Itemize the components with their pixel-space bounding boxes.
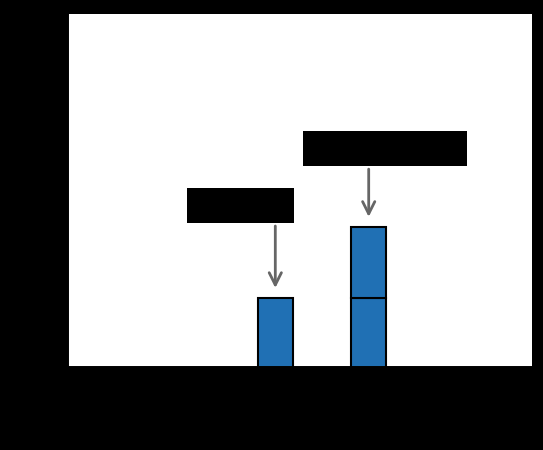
Bar — [351, 227, 386, 298]
FancyBboxPatch shape — [304, 131, 467, 166]
FancyBboxPatch shape — [187, 188, 294, 223]
Bar — [351, 298, 386, 369]
Bar — [258, 298, 293, 369]
